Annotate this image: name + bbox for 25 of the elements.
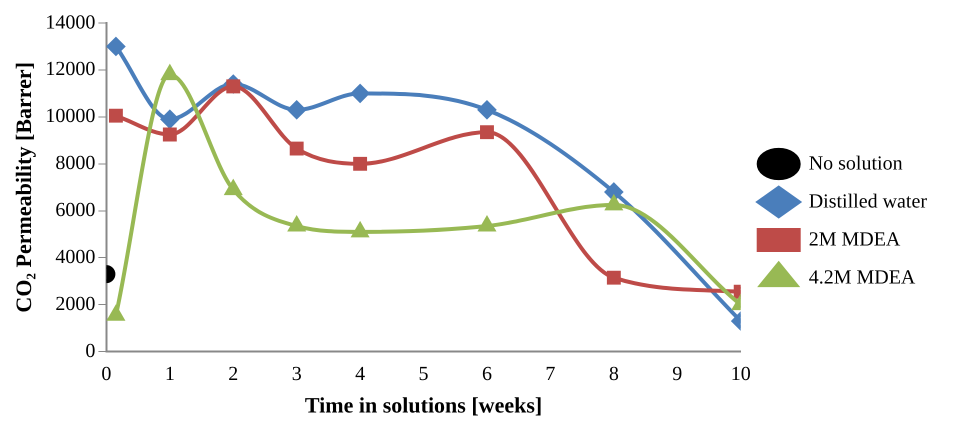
x-tick-label: 1 <box>164 362 175 385</box>
legend-label: Distilled water <box>808 190 928 212</box>
legend-label: 2M MDEA <box>808 228 901 250</box>
y-axis-title: CO₂ Permeability [Barrer] <box>10 62 36 313</box>
y-tick-label: 14000 <box>45 11 96 34</box>
y-tick-label: 6000 <box>55 199 96 222</box>
y-tick-label: 4000 <box>55 246 96 268</box>
x-tick-label: 7 <box>545 362 556 385</box>
y-tick-label: 2000 <box>55 292 96 315</box>
legend-label: 4.2M MDEA <box>808 266 916 288</box>
x-tick-label: 10 <box>730 362 751 385</box>
x-tick-label: 8 <box>608 362 619 385</box>
x-tick-label: 0 <box>101 362 112 385</box>
y-tick-label: 8000 <box>55 152 96 174</box>
y-tick-label: 12000 <box>45 58 96 80</box>
x-axis-title: Time in solutions [weeks] <box>304 392 542 418</box>
x-tick-label: 4 <box>355 362 366 385</box>
x-tick-label: 5 <box>418 362 429 385</box>
y-tick-label: 0 <box>85 340 96 362</box>
x-tick-label: 9 <box>672 362 682 385</box>
y-tick-label: 10000 <box>45 105 96 128</box>
x-tick-label: 6 <box>482 362 492 385</box>
x-tick-label: 3 <box>292 362 302 385</box>
x-tick-label: 2 <box>228 362 238 385</box>
legend-label: No solution <box>808 152 903 174</box>
